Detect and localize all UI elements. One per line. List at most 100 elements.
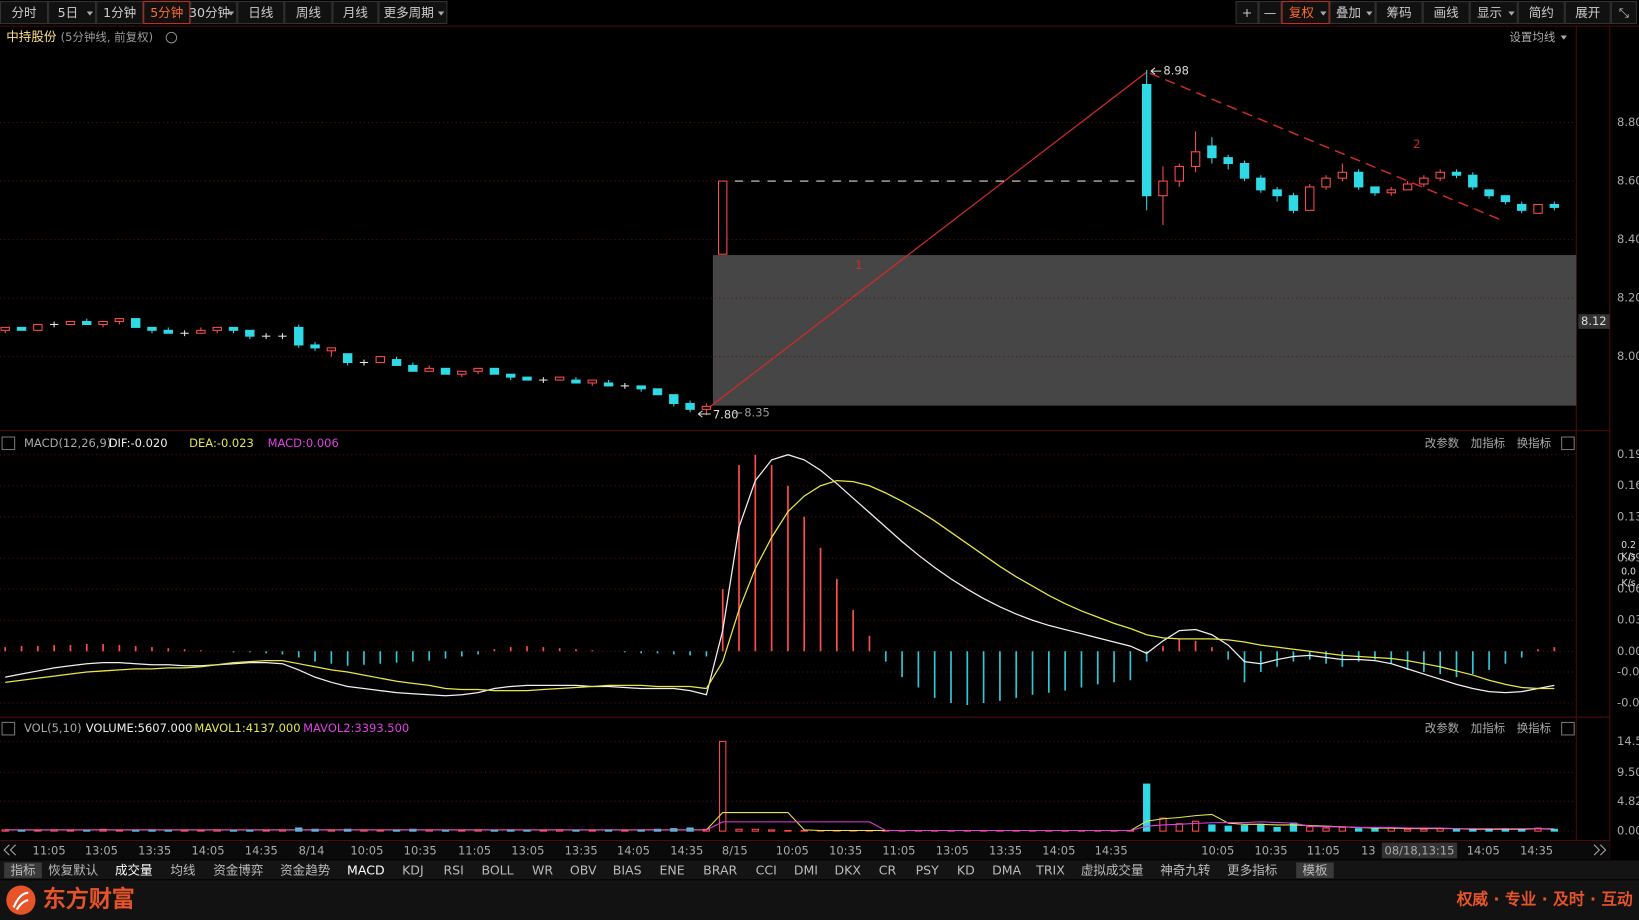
toolbar-label[interactable]: 30分钟 (189, 5, 230, 20)
side-text: 0.2 (1621, 540, 1636, 551)
toolbar-label[interactable]: 筹码 (1387, 5, 1412, 20)
candle-body (1305, 186, 1315, 211)
scroll-right[interactable] (1593, 844, 1607, 856)
y-tick-label: 8.40 (1617, 232, 1639, 246)
toolbar-button[interactable] (284, 1, 333, 25)
x-tick-label: 13:05 (85, 843, 118, 857)
toolbar-label[interactable]: 日线 (248, 5, 274, 20)
close-icon[interactable] (1561, 721, 1575, 736)
toolbar-button[interactable] (1610, 1, 1637, 25)
tab[interactable]: PSY (916, 862, 940, 877)
tab[interactable]: RSI (443, 862, 463, 877)
toolbar-label[interactable]: 5分钟 (150, 5, 183, 20)
panel-action[interactable]: 加指标 (1471, 436, 1505, 450)
volume-bar (1273, 826, 1281, 832)
panel-action[interactable]: 换指标 (1517, 721, 1551, 735)
toolbar-button[interactable] (143, 1, 191, 25)
toolbar-label[interactable]: 1分钟 (103, 5, 136, 20)
toolbar-label[interactable]: 叠加 (1336, 5, 1361, 20)
toolbar-button[interactable] (48, 1, 97, 25)
tab[interactable]: BOLL (481, 862, 513, 877)
tab[interactable]: OBV (570, 862, 597, 877)
toolbar-label[interactable]: 月线 (343, 5, 369, 20)
toolbar-label[interactable]: ⤡ (1619, 5, 1630, 20)
x-tick-label: 13:35 (565, 843, 598, 857)
dropdown-icon (1560, 35, 1567, 40)
tab-highlight (4, 862, 42, 879)
tab[interactable]: KDJ (402, 862, 424, 877)
tab[interactable]: BRAR (703, 862, 737, 877)
toolbar-button[interactable] (1517, 1, 1565, 25)
candle-body (245, 329, 255, 337)
side-text: 0.0 (1621, 566, 1636, 577)
toolbar-button[interactable] (1329, 1, 1376, 25)
toolbar-button[interactable] (96, 1, 144, 25)
volume-bar (1257, 823, 1265, 832)
slogan: 权威 · 专业 · 及时 · 互动 (1456, 890, 1633, 909)
tab[interactable]: 资金趋势 (280, 862, 331, 877)
candle-body (506, 373, 516, 378)
vol-title: VOL(5,10) (24, 721, 82, 735)
help-icon[interactable] (1, 436, 16, 451)
toolbar-label[interactable]: + (1242, 5, 1252, 20)
tab[interactable]: 指标 (10, 862, 35, 877)
toolbar-button[interactable] (378, 1, 448, 25)
tab[interactable]: 资金博弈 (213, 862, 263, 877)
panel-action[interactable]: 改参数 (1425, 436, 1460, 450)
toolbar-button[interactable] (1469, 1, 1518, 25)
toolbar-button[interactable] (1258, 1, 1282, 25)
tab[interactable]: 均线 (170, 862, 196, 877)
line-label: 2 (1413, 137, 1420, 151)
toolbar-button[interactable] (1281, 1, 1330, 25)
tab[interactable]: ENE (660, 862, 685, 877)
tab[interactable]: 神奇九转 (1160, 862, 1210, 877)
toolbar-label[interactable]: 画线 (1434, 5, 1460, 20)
candle-body (1321, 177, 1331, 188)
panel-action[interactable]: 改参数 (1425, 721, 1460, 735)
panel-action[interactable]: 加指标 (1471, 721, 1505, 735)
settings-icon[interactable] (165, 31, 178, 44)
tab[interactable]: CR (879, 862, 897, 877)
tab[interactable]: MACD (347, 862, 385, 877)
help-icon[interactable] (1, 721, 16, 736)
tab[interactable]: TRIX (1035, 862, 1065, 877)
tab[interactable]: DMI (794, 862, 818, 877)
tab[interactable]: 更多指标 (1227, 862, 1277, 877)
tab[interactable]: KD (957, 862, 975, 877)
volume-bar (34, 829, 42, 832)
tab[interactable]: 成交量 (115, 862, 153, 877)
ma-setting[interactable]: 设置均线 (1509, 30, 1555, 44)
toolbar-label[interactable]: 简约 (1529, 5, 1554, 20)
tab[interactable]: 恢复默认 (48, 862, 99, 877)
toolbar-button[interactable] (1375, 1, 1423, 25)
toolbar-button[interactable] (0, 1, 49, 25)
toolbar-button[interactable] (1422, 1, 1470, 25)
tab[interactable]: BIAS (613, 862, 642, 877)
toolbar-label[interactable]: 分时 (12, 5, 38, 20)
toolbar-label[interactable]: 显示 (1477, 5, 1502, 20)
low-label: 7.80 (713, 408, 739, 422)
toolbar-button[interactable] (1235, 1, 1259, 25)
toolbar-label[interactable]: 5日 (58, 5, 79, 20)
close-icon[interactable] (1561, 436, 1575, 451)
tab[interactable]: DKX (834, 862, 861, 877)
toolbar-label[interactable]: — (1264, 5, 1277, 20)
tab[interactable]: 模板 (1302, 862, 1328, 877)
tab[interactable]: 虚拟成交量 (1081, 862, 1144, 877)
toolbar-button[interactable] (190, 1, 238, 25)
candle-body (130, 318, 141, 328)
scroll-left[interactable] (3, 844, 17, 856)
candle-body (1239, 162, 1250, 179)
volume-bar (1306, 826, 1314, 832)
toolbar-label[interactable]: 更多周期 (384, 5, 434, 20)
tab[interactable]: WR (532, 862, 553, 877)
panel-action[interactable]: 换指标 (1517, 436, 1551, 450)
toolbar-label[interactable]: 展开 (1575, 5, 1600, 20)
toolbar-button[interactable] (1564, 1, 1611, 25)
toolbar-label[interactable]: 复权 (1289, 5, 1315, 20)
tab[interactable]: DMA (992, 862, 1021, 877)
toolbar-label[interactable]: 周线 (296, 5, 322, 20)
tab[interactable]: CCI (756, 862, 777, 877)
toolbar-button[interactable] (237, 1, 285, 25)
toolbar-button[interactable] (332, 1, 379, 25)
